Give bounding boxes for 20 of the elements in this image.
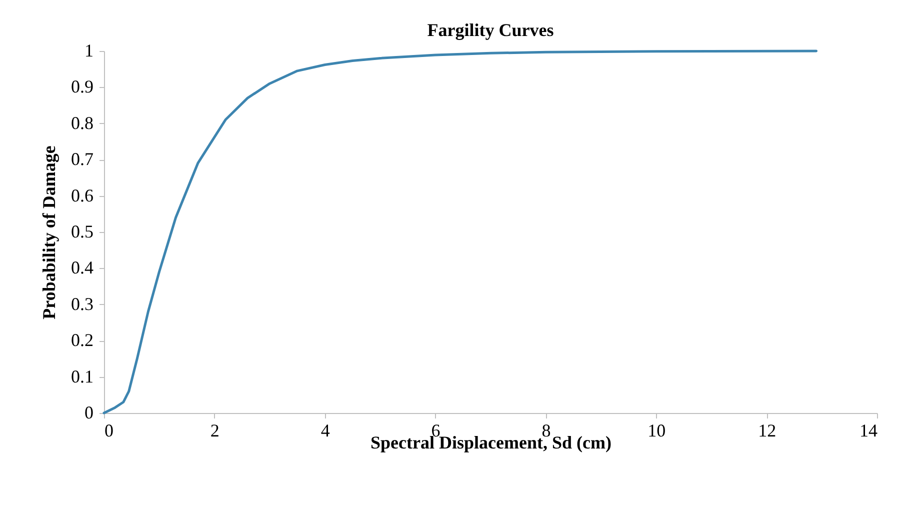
y-tick-label: 0.1 — [71, 366, 94, 386]
y-tick-label: 1 — [84, 40, 94, 60]
x-tick-label: 10 — [648, 420, 666, 440]
x-tick-label: 8 — [542, 420, 551, 440]
y-tick-label: 0.5 — [71, 222, 94, 242]
y-tick-label: 0.2 — [71, 330, 94, 350]
y-tick-label: 0.8 — [71, 112, 94, 133]
x-tick-label: 2 — [210, 420, 220, 440]
y-tick-label: 0.3 — [71, 294, 94, 314]
chart-title: Fargility Curves — [427, 20, 554, 40]
x-tick-label: 0 — [104, 420, 114, 440]
y-axis-title: Probability of Damage — [39, 146, 59, 320]
y-tick-label: 0.6 — [71, 185, 94, 206]
x-tick-label: 4 — [320, 420, 330, 440]
x-tick-label: 12 — [758, 420, 776, 440]
y-tick-label: 0 — [84, 402, 94, 422]
y-tick-label: 0.7 — [71, 149, 94, 170]
x-tick-label: 14 — [860, 420, 878, 440]
y-tick-label: 0.9 — [71, 76, 94, 97]
y-tick-label: 0.4 — [71, 258, 94, 278]
